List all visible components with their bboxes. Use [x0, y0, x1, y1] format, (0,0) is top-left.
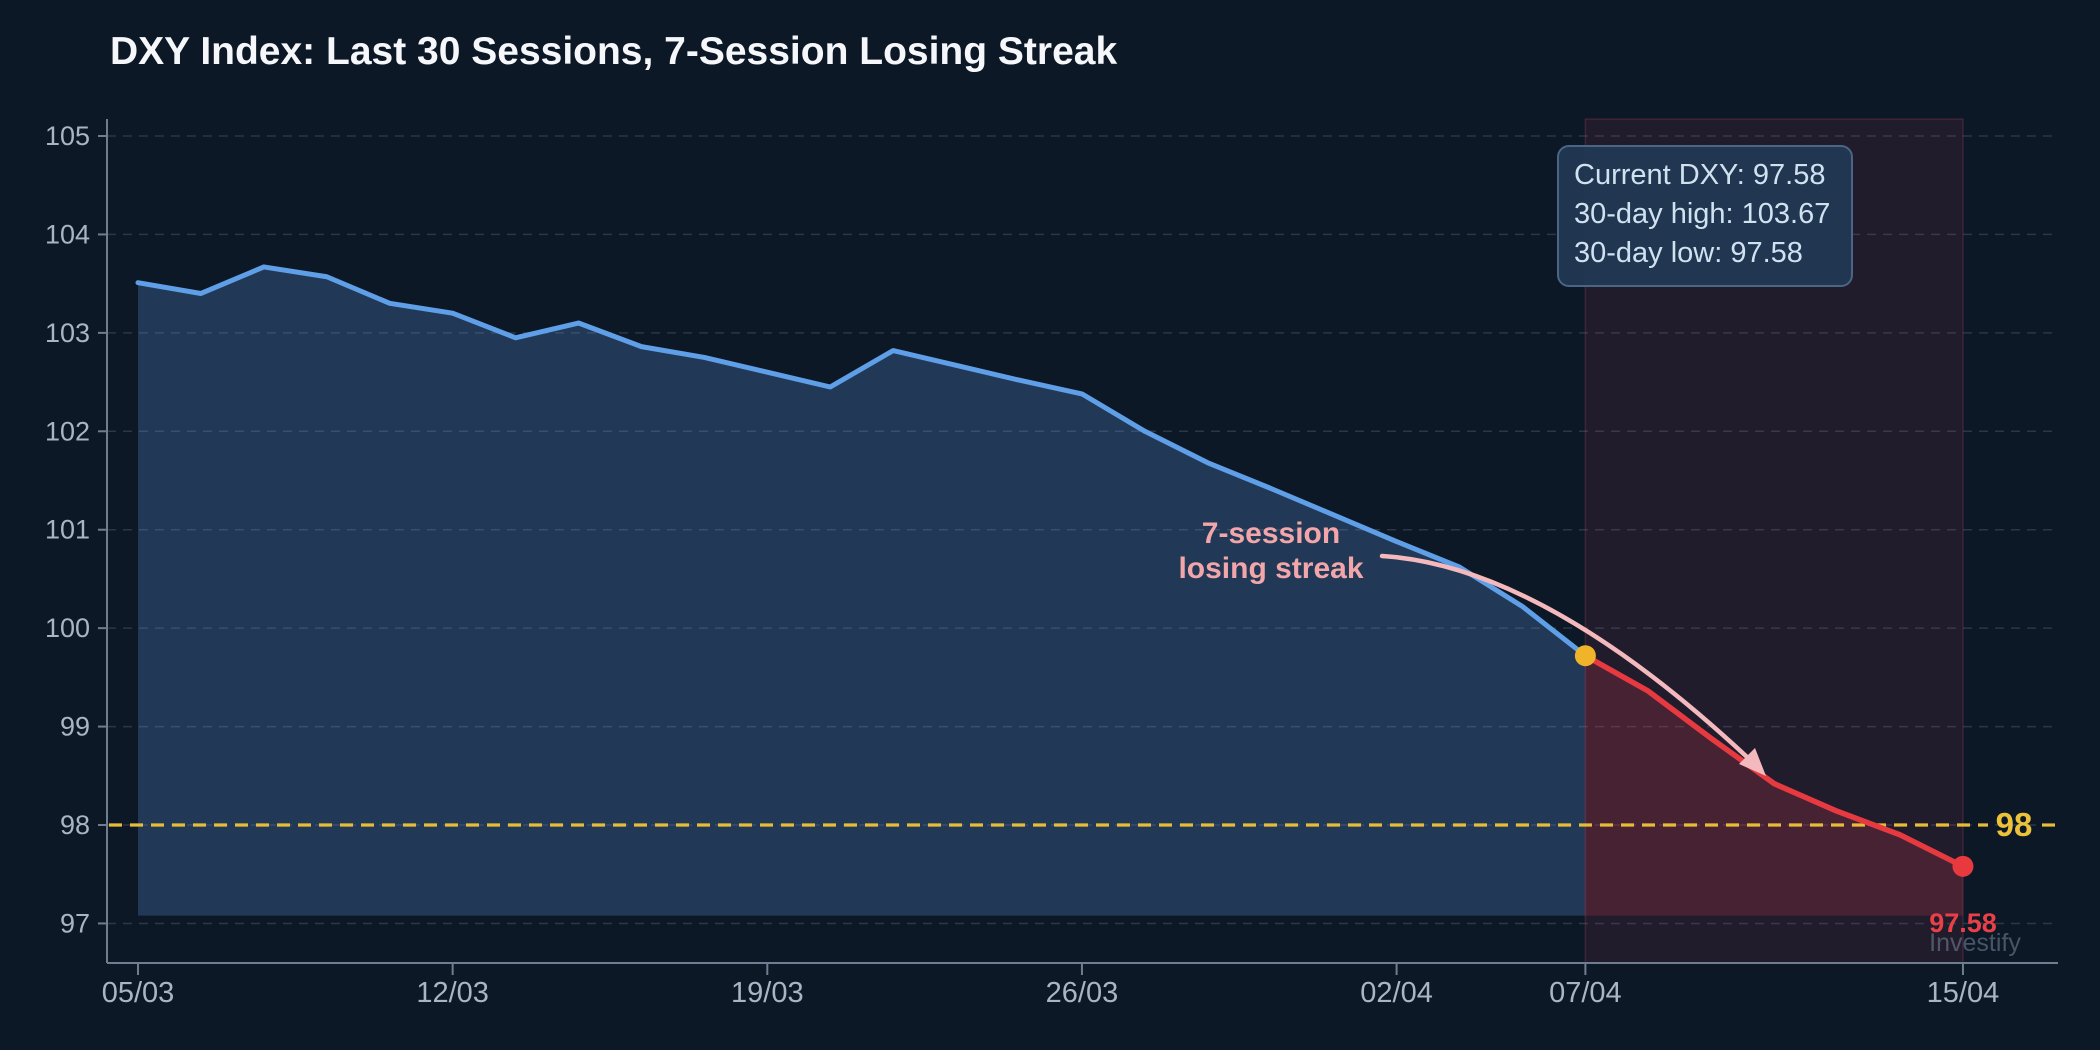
y-tick-label-97: 97	[60, 908, 90, 938]
streak-start-marker	[1574, 645, 1596, 667]
y-tick-label-101: 101	[45, 515, 90, 545]
watermark: Investify	[1929, 929, 2021, 957]
current-value-marker	[1952, 855, 1974, 877]
y-tick-label-103: 103	[45, 318, 90, 348]
tooltip-high-line: 30-day high: 103.67	[1574, 198, 1831, 230]
reference-line-label: 98	[1996, 806, 2033, 843]
annotation-arrow	[1379, 553, 1750, 760]
x-tick-label-07/04: 07/04	[1549, 977, 1622, 1009]
chart-title: DXY Index: Last 30 Sessions, 7-Session L…	[110, 30, 1118, 73]
y-tick-label-99: 99	[60, 712, 90, 742]
y-tick-label-98: 98	[60, 810, 90, 840]
tooltip-current-line: Current DXY: 97.58	[1574, 159, 1826, 191]
stats-tooltip: Current DXY: 97.58 30-day high: 103.67 3…	[1557, 145, 1853, 287]
annotation-line1: 7-session	[1202, 517, 1340, 550]
x-tick-label-05/03: 05/03	[102, 977, 175, 1009]
tooltip-low-line: 30-day low: 97.58	[1574, 237, 1803, 269]
x-tick-label-12/03: 12/03	[416, 977, 489, 1009]
x-tick-label-15/04: 15/04	[1927, 977, 2000, 1009]
y-tick-label-104: 104	[45, 219, 90, 249]
x-tick-label-26/03: 26/03	[1046, 977, 1119, 1009]
annotation-arrowhead-icon	[1739, 748, 1766, 776]
dxy-line	[135, 264, 1588, 659]
y-tick-label-100: 100	[45, 613, 90, 643]
streak-line	[1582, 652, 1966, 870]
area-fill	[138, 266, 1586, 916]
annotation-line2: losing streak	[1178, 552, 1363, 585]
y-tick-label-102: 102	[45, 416, 90, 446]
x-tick-label-19/03: 19/03	[731, 977, 804, 1009]
last-value-label: 97.58	[1929, 908, 1997, 938]
x-tick-label-02/04: 02/04	[1360, 977, 1433, 1009]
y-tick-label-105: 105	[45, 121, 90, 151]
